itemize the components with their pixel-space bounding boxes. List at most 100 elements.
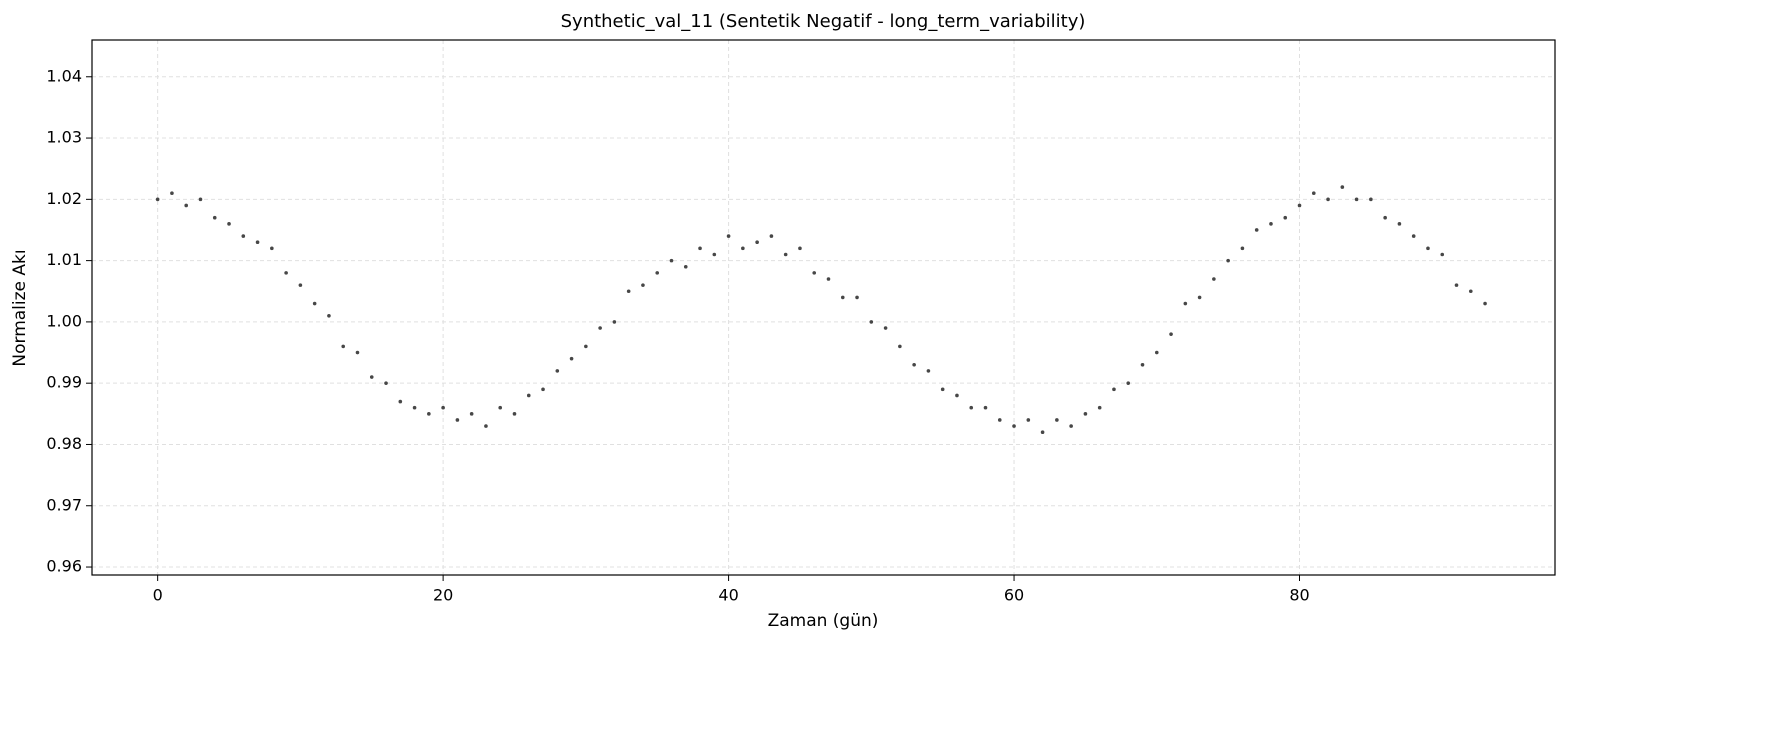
data-point: [1311, 191, 1316, 196]
data-point: [398, 399, 403, 404]
data-point: [241, 234, 246, 238]
data-point: [969, 405, 974, 410]
data-point: [1154, 350, 1159, 355]
data-point: [612, 320, 617, 324]
y-tick-label: 1.01: [46, 250, 82, 269]
data-point: [1326, 197, 1330, 202]
data-point: [512, 412, 517, 416]
x-tick-label: 80: [1289, 586, 1309, 605]
data-point: [1369, 197, 1373, 202]
data-point: [1340, 185, 1345, 189]
data-point: [484, 424, 488, 428]
y-tick-label: 1.04: [46, 66, 82, 85]
data-point: [1397, 222, 1402, 226]
data-point: [1240, 246, 1245, 251]
data-point: [698, 246, 702, 251]
data-point: [270, 246, 274, 251]
data-point: [983, 405, 988, 410]
data-point: [298, 283, 303, 287]
data-point: [912, 362, 916, 367]
data-point: [769, 234, 774, 238]
data-point: [1212, 277, 1216, 281]
data-point: [1468, 289, 1473, 294]
data-point: [741, 246, 745, 251]
y-tick-label: 0.99: [46, 373, 82, 392]
data-point: [898, 344, 902, 349]
data-point: [1126, 381, 1131, 385]
data-point: [598, 326, 602, 330]
data-point: [1083, 412, 1088, 416]
data-point: [869, 320, 874, 324]
data-point: [1112, 387, 1116, 392]
data-point: [683, 264, 688, 269]
data-point: [641, 283, 645, 287]
data-point: [1040, 430, 1045, 435]
data-point: [498, 405, 503, 410]
data-point: [1055, 418, 1059, 422]
y-axis-label: Normalize Akı: [10, 249, 30, 366]
data-point: [798, 246, 802, 251]
data-point: [883, 326, 888, 330]
data-point: [1012, 424, 1016, 428]
y-tick-label: 0.98: [46, 434, 82, 453]
data-point: [1183, 301, 1188, 306]
data-point: [1026, 418, 1031, 422]
data-point: [369, 375, 374, 379]
data-point: [455, 418, 460, 422]
data-point: [1454, 283, 1459, 287]
x-tick-label: 0: [153, 586, 163, 605]
data-point: [1097, 405, 1102, 410]
data-point: [1483, 301, 1487, 306]
data-point: [1140, 362, 1145, 367]
data-point: [170, 191, 174, 196]
data-point: [569, 356, 574, 361]
data-point: [1297, 203, 1302, 208]
data-point: [655, 271, 660, 275]
data-point: [541, 387, 545, 392]
data-point: [755, 240, 759, 245]
data-point: [198, 197, 203, 202]
data-point: [812, 271, 817, 275]
data-point: [469, 412, 474, 416]
data-point: [626, 289, 631, 294]
data-point: [855, 295, 859, 300]
data-point: [341, 344, 346, 349]
data-point: [227, 222, 231, 226]
data-point: [584, 344, 588, 349]
plot-frame: [91, 39, 1556, 576]
data-point: [826, 277, 831, 281]
data-point: [155, 197, 160, 202]
data-point: [1197, 295, 1202, 300]
data-point: [284, 271, 288, 275]
data-point: [1411, 234, 1416, 238]
x-axis-label: Zaman (gün): [768, 611, 879, 631]
x-tick-label: 60: [1004, 586, 1024, 605]
data-point: [312, 301, 317, 306]
data-point: [840, 295, 845, 300]
data-point: [1440, 252, 1445, 257]
data-point: [427, 412, 431, 416]
x-tick-label: 20: [433, 586, 453, 605]
data-point: [355, 350, 360, 355]
chart-title: Synthetic_val_11 (Sentetik Negatif - lon…: [561, 11, 1086, 32]
data-point: [526, 393, 531, 398]
y-tick-label: 1.02: [46, 189, 82, 208]
data-point: [783, 252, 788, 257]
data-point: [955, 393, 959, 398]
data-point: [184, 203, 189, 208]
data-point: [384, 381, 388, 385]
data-point: [255, 240, 260, 245]
data-point: [1426, 246, 1430, 251]
y-tick-label: 0.97: [46, 495, 82, 514]
data-point: [1069, 424, 1073, 428]
data-point: [926, 369, 931, 373]
data-point: [1269, 222, 1273, 226]
data-point: [1354, 197, 1359, 202]
data-point: [1169, 332, 1173, 336]
data-point: [555, 369, 560, 373]
y-tick-label: 1.03: [46, 128, 82, 147]
data-point: [1254, 228, 1259, 232]
y-tick-label: 0.96: [46, 557, 82, 576]
data-point: [997, 418, 1002, 422]
